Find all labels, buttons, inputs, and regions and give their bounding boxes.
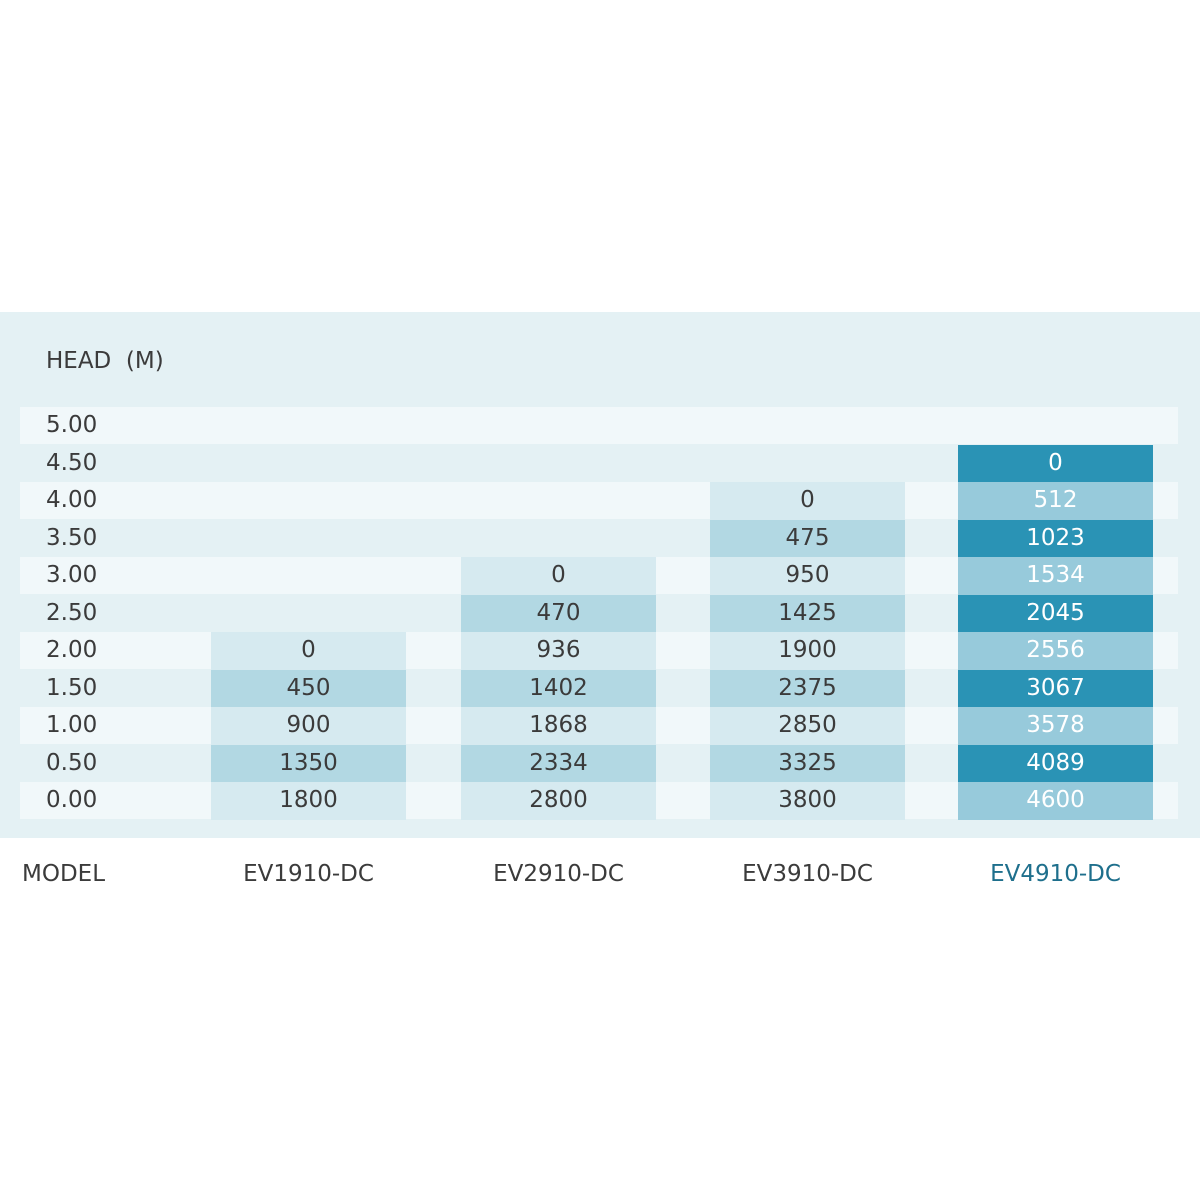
head-label: HEAD (M) <box>46 348 164 374</box>
row-band <box>20 407 1178 444</box>
flow-cell: 0 <box>958 444 1153 482</box>
model-name: EV1910-DC <box>243 861 374 887</box>
head-value: 5.00 <box>46 412 98 438</box>
flow-cell: 3325 <box>710 744 905 782</box>
head-value: 0.00 <box>46 787 98 813</box>
flow-cell: 900 <box>211 707 406 745</box>
flow-cell: 450 <box>211 669 406 707</box>
model-name: EV4910-DC <box>990 861 1121 887</box>
flow-cell: 1868 <box>461 707 656 745</box>
model-name: EV3910-DC <box>742 861 873 887</box>
flow-cell: 1800 <box>211 782 406 820</box>
head-value: 3.50 <box>46 524 98 551</box>
flow-cell: 3067 <box>958 669 1153 707</box>
flow-cell: 475 <box>710 519 905 557</box>
flow-cell: 470 <box>461 594 656 632</box>
model-label: MODEL <box>22 861 106 887</box>
flow-cell: 2800 <box>461 782 656 820</box>
flow-cell: 0 <box>211 632 406 670</box>
head-value: 2.50 <box>46 599 98 626</box>
head-value: 2.00 <box>46 637 98 663</box>
flow-cell: 0 <box>710 482 905 520</box>
model-name: EV2910-DC <box>493 861 624 887</box>
flow-cell: 1425 <box>710 594 905 632</box>
flow-cell: 1900 <box>710 632 905 670</box>
flow-cell: 3800 <box>710 782 905 820</box>
flow-cell: 4089 <box>958 744 1153 782</box>
head-value: 4.00 <box>46 487 98 513</box>
flow-cell: 1534 <box>958 557 1153 595</box>
flow-cell: 0 <box>461 557 656 595</box>
flow-cell: 3578 <box>958 707 1153 745</box>
flow-cell: 512 <box>958 482 1153 520</box>
flow-cell: 2334 <box>461 744 656 782</box>
flow-cell: 950 <box>710 557 905 595</box>
head-value: 1.50 <box>46 674 98 701</box>
flow-cell: 4600 <box>958 782 1153 820</box>
flow-cell: 1402 <box>461 669 656 707</box>
flow-cell: 936 <box>461 632 656 670</box>
head-value: 1.00 <box>46 712 98 738</box>
head-value: 4.50 <box>46 449 98 476</box>
flow-cell: 1350 <box>211 744 406 782</box>
flow-cell: 1023 <box>958 519 1153 557</box>
flow-cell: 2850 <box>710 707 905 745</box>
head-value: 0.50 <box>46 749 98 776</box>
flow-cell: 2045 <box>958 594 1153 632</box>
head-value: 3.00 <box>46 562 98 588</box>
flow-cell: 2375 <box>710 669 905 707</box>
flow-cell: 2556 <box>958 632 1153 670</box>
